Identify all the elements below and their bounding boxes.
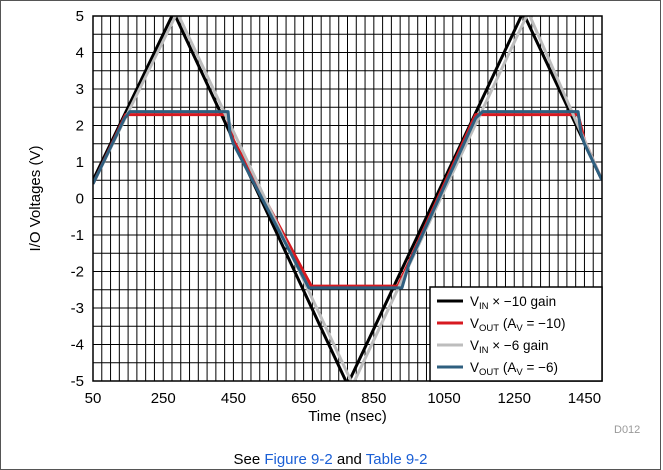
x-axis-title: Time (nsec): [308, 408, 387, 425]
y-tick-label: -2: [71, 264, 84, 281]
series-line: [93, 16, 602, 381]
y-axis-title: I/O Voltages (V): [27, 146, 44, 252]
y-tick-label: 1: [76, 154, 84, 171]
series-line: [93, 16, 602, 381]
table-link[interactable]: Table 9-2: [365, 451, 428, 468]
y-tick-label: -3: [71, 300, 84, 317]
series-group: [93, 16, 602, 381]
y-tick-label: -4: [71, 337, 84, 354]
legend-label: VIN × −6 gain: [470, 338, 549, 356]
x-tick-label: 1450: [568, 390, 601, 407]
x-tick-label: 650: [291, 390, 316, 407]
y-tick-label: 0: [76, 191, 84, 208]
y-tick-label: 2: [76, 118, 84, 135]
y-tick-label: 4: [76, 45, 84, 62]
legend-label: VOUT (AV = −6): [470, 360, 558, 378]
x-tick-label: 250: [151, 390, 176, 407]
y-tick-label: -1: [71, 227, 84, 244]
caption-middle: and: [332, 451, 366, 468]
x-tick-label: 1250: [498, 390, 531, 407]
caption-prefix: See: [233, 451, 265, 468]
legend-label: VOUT (AV = −10): [470, 316, 565, 334]
y-tick-label: -5: [71, 373, 84, 390]
x-tick-label: 850: [361, 390, 386, 407]
series-line: [93, 110, 602, 290]
figure-tag: D012: [614, 424, 641, 436]
legend-box: [429, 286, 603, 382]
x-tick-label: 450: [221, 390, 246, 407]
x-tick-label: 1050: [427, 390, 460, 407]
legend: VIN × −10 gain VOUT (AV = −10) VIN × −6 ga…: [429, 286, 603, 382]
y-tick-label: 3: [76, 81, 84, 98]
legend-label: VIN × −10 gain: [470, 294, 556, 312]
figure-link[interactable]: Figure 9-2: [264, 451, 333, 468]
y-tick-label: 5: [76, 8, 84, 25]
plot-border: [92, 15, 603, 382]
caption: See Figure 9-2 and Table 9-2: [0, 451, 661, 468]
x-tick-label: 50: [85, 390, 102, 407]
voltage-chart: -5 -4 -3 -2 -1 0 1 2 3 4 5 50 250 450 650 850 1050 1250 14…: [27, 8, 603, 425]
